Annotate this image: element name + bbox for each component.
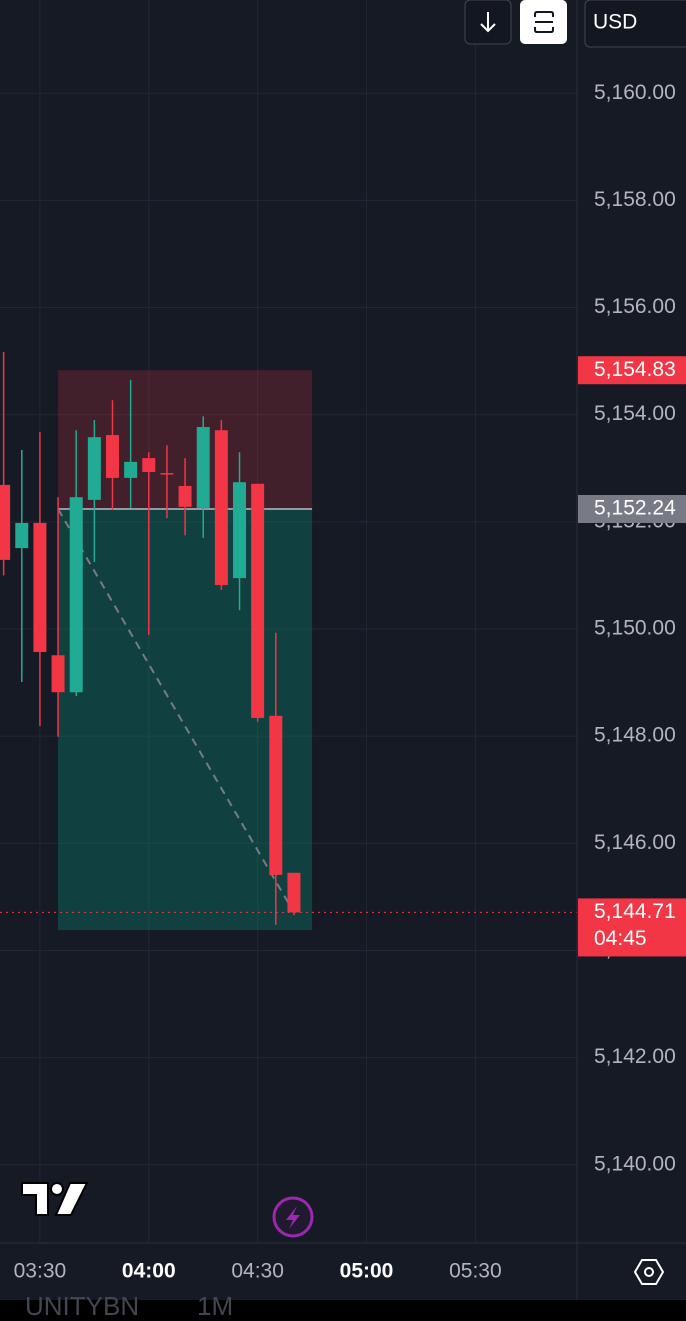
symbol: UNITYBN [25,1291,139,1321]
stop-label-bg [578,356,686,385]
candle-body [196,427,210,508]
candles [0,352,577,925]
fullscreen-button[interactable] [520,0,567,44]
candle-body [160,473,174,475]
stop-label: 5,154.83 [594,358,676,381]
entry-label: 5,152.24 [594,497,676,520]
y-tick-label: 5,140.00 [594,1152,676,1175]
y-tick-label: 5,142.00 [594,1045,676,1068]
logo [21,1182,89,1216]
x-tick-label: 04:30 [231,1260,284,1283]
candle-body [214,430,228,586]
y-tick-label: 5,156.00 [594,295,676,318]
candle-body [33,522,47,653]
candle-body [178,485,192,507]
y-tick-label: 5,160.00 [594,81,676,104]
y-tick-label: 5,154.00 [594,402,676,425]
scroll-button[interactable] [464,0,512,45]
candle-body [69,497,83,693]
candle-body [287,872,301,913]
y-tick-label: 5,150.00 [594,617,676,640]
x-tick-label: 03:30 [14,1260,67,1283]
candle-body [124,461,138,478]
x-axis: 03:30 04:00 04:30 05:00 05:30 [14,1260,502,1283]
countdown: 04:45 [594,927,647,950]
entry-label-bg [578,494,686,523]
candle-body [51,655,65,693]
lightning-button[interactable] [272,1196,314,1238]
candle-body [87,437,101,500]
y-axis: 5,160.005,158.005,156.005,154.005,152.00… [594,81,676,1176]
last-price-label-bg [578,898,686,957]
trend-line [57,508,295,913]
y-tick-label: 5,148.00 [594,724,676,747]
x-tick-label: 05:00 [340,1260,394,1283]
currency: USD [593,11,637,34]
settings-button[interactable] [633,1259,665,1285]
candle-body [269,715,283,875]
y-tick-label: 5,146.00 [594,831,676,854]
bottom-bar [0,1300,686,1321]
candle-body [142,458,156,473]
candle-body [0,484,11,560]
candle-body [105,435,119,478]
x-tick-label: 04:00 [122,1260,176,1283]
interval: 1M [197,1291,233,1321]
currency-button[interactable]: USD [584,0,686,48]
last-price-label: 5,144.71 [594,900,676,923]
candle-body [251,483,265,718]
x-tick-label: 05:30 [449,1260,502,1283]
candle-body [233,482,247,579]
y-tick-label: 5,158.00 [594,188,676,211]
candle-body [15,522,29,549]
